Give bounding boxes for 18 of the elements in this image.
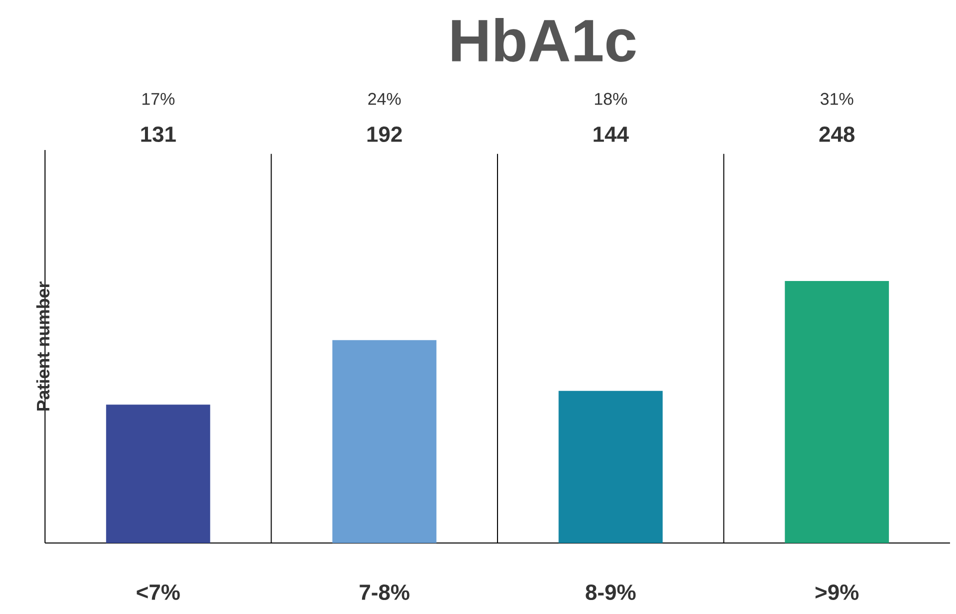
text: 24% xyxy=(368,92,401,105)
data-label: 131 xyxy=(141,126,176,142)
data-label: 248 xyxy=(819,126,854,142)
text: 18% xyxy=(594,92,627,105)
chart-title: HbA1c xyxy=(452,18,636,62)
x-tick-label: 7-8% xyxy=(360,584,410,600)
bar xyxy=(106,404,210,543)
bar xyxy=(332,340,436,543)
text: 17% xyxy=(142,92,174,105)
data-label: 192 xyxy=(367,126,402,142)
bar xyxy=(558,390,663,543)
x-tick-label: <7% xyxy=(136,584,180,600)
bar xyxy=(784,280,889,543)
x-tick-label: >9% xyxy=(816,584,859,600)
x-tick-label: 8-9% xyxy=(586,584,636,600)
data-label: 144 xyxy=(594,126,629,142)
y-axis-title: Patient number xyxy=(36,282,50,411)
text: 31% xyxy=(820,92,854,105)
